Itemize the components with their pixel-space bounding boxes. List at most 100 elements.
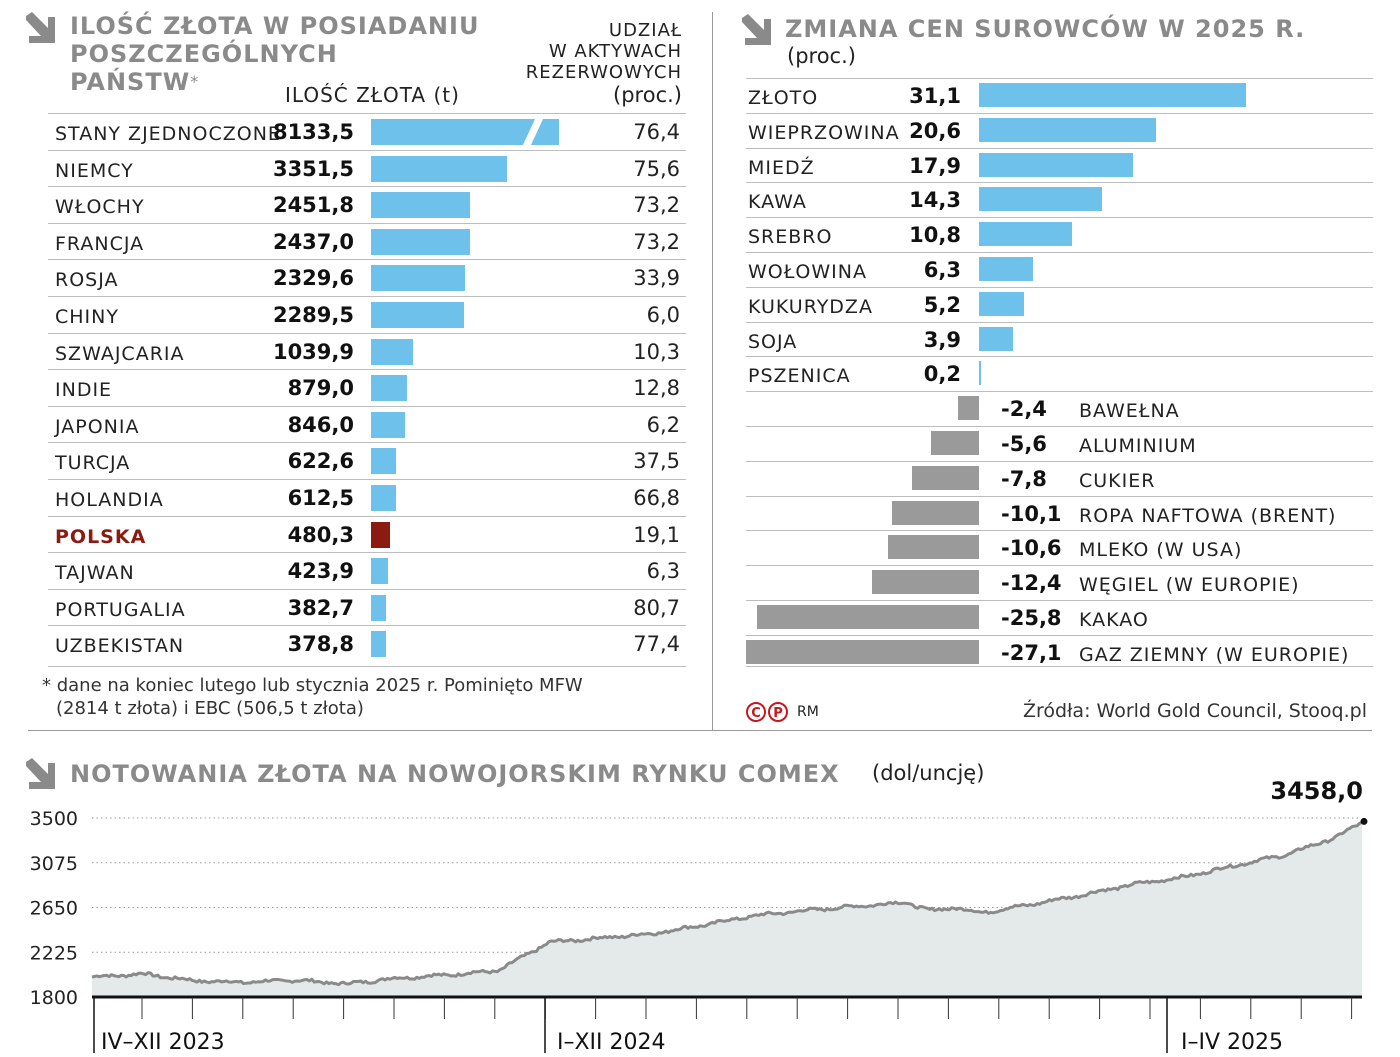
gold-amount-bar — [371, 521, 391, 548]
commodities-unit: (proc.) — [787, 44, 856, 68]
gold-amount: 382,7 — [287, 595, 354, 620]
gold-amount: 1039,9 — [272, 339, 354, 364]
commodity-change: -12,4 — [1001, 571, 1062, 596]
y-tick-label: 1800 — [30, 987, 78, 1009]
gold-amount: 2437,0 — [272, 229, 354, 254]
commodity-bar — [930, 431, 979, 455]
sources-label: Źródła: World Gold Council, Stooq.pl — [1022, 700, 1367, 722]
commodity-row: GAZ ZIEMNY (W EUROPIE) -27,1 — [745, 634, 1373, 670]
period-label: I–XII 2024 — [557, 1030, 666, 1055]
commodity-row: CUKIER -7,8 — [746, 460, 1373, 496]
commodity-bar — [757, 605, 979, 629]
gold-amount: 8133,5 — [272, 120, 354, 144]
commodity-bar — [979, 361, 981, 386]
commodity-bar — [745, 639, 979, 664]
gold-amount: 846,0 — [287, 412, 354, 437]
reserve-share: 10,3 — [633, 339, 680, 364]
commodities-title: ZMIANA CEN SUROWCÓW W 2025 R. — [785, 15, 1306, 43]
commodity-name: KAKAO — [1079, 609, 1149, 631]
gold-amount: 2451,8 — [272, 193, 354, 218]
last-value-label: 3458,0 — [1270, 777, 1363, 805]
title-line-3: PAŃSTW* — [70, 68, 200, 96]
axis-break-mark — [522, 117, 544, 147]
commodity-change: 0,2 — [923, 362, 961, 387]
commodity-bar — [979, 291, 1024, 316]
commodity-bar — [979, 187, 1102, 212]
country-name: ROSJA — [55, 269, 119, 292]
table-row: UZBEKISTAN 378,8 77,4 — [48, 625, 686, 662]
gold-amount-bar — [371, 448, 397, 475]
country-name: NIEMCY — [55, 159, 134, 182]
gold-amount: 480,3 — [287, 522, 354, 547]
commodity-change: -10,6 — [1001, 536, 1062, 561]
gold-amount-bar — [371, 155, 507, 182]
panel-divider — [712, 12, 713, 730]
commodity-name: MLEKO (W USA) — [1079, 539, 1243, 562]
country-name: PORTUGALIA — [55, 598, 186, 621]
commodity-row: WĘGIEL (W EUROPIE) -12,4 — [746, 565, 1373, 600]
reserve-share: 75,6 — [633, 156, 680, 181]
table-bottom-line — [48, 666, 686, 667]
y-tick-label: 2225 — [30, 942, 78, 964]
gold-holdings-title: ILOŚĆ ZŁOTA W POSIADANIU POSZCZEGÓLNYCH … — [70, 12, 479, 96]
gold-amount-bar — [371, 485, 396, 511]
country-name: UZBEKISTAN — [55, 635, 185, 658]
commodity-name: KUKURYDZA — [748, 295, 873, 318]
share-header-line-2: W AKTYWACH — [548, 41, 682, 62]
commodity-name: ROPA NAFTOWA (BRENT) — [1079, 504, 1337, 527]
country-name: TAJWAN — [55, 562, 135, 585]
commodity-name: BAWEŁNA — [1079, 400, 1180, 423]
gold-amount-bar — [371, 338, 414, 365]
copyright-mark: C P — [746, 701, 790, 727]
table-row: PORTUGALIA 382,7 80,7 — [48, 588, 686, 626]
table-row: FRANCJA 2437,0 73,2 — [48, 222, 686, 260]
commodity-bar — [979, 326, 1013, 351]
gold-amount-bar — [371, 558, 389, 585]
y-tick-label: 3075 — [30, 853, 78, 875]
reserve-share: 37,5 — [633, 449, 680, 474]
table-row: JAPONIA 846,0 6,2 — [48, 405, 686, 443]
country-name: FRANCJA — [55, 232, 145, 255]
commodity-change: -10,1 — [1001, 501, 1062, 526]
share-header-line-4: (proc.) — [613, 83, 682, 107]
table-row: TAJWAN 423,9 6,3 — [48, 552, 686, 589]
share-header-line-1: UDZIAŁ — [608, 20, 682, 41]
commodity-bar — [979, 152, 1133, 177]
commodity-bar — [958, 396, 979, 421]
price-area — [92, 822, 1362, 997]
commodity-change: 14,3 — [909, 188, 961, 213]
price-line — [91, 820, 1363, 987]
country-name: INDIE — [55, 379, 113, 402]
gold-amount: 378,8 — [287, 632, 354, 657]
reserve-share: 19,1 — [633, 522, 680, 547]
commodity-name: ZŁOTO — [748, 87, 819, 109]
arrow-down-right-icon — [26, 12, 55, 43]
commodity-change: -7,8 — [1001, 466, 1047, 491]
last-value-dot — [1360, 817, 1368, 825]
commodity-bar — [979, 222, 1072, 247]
commodity-name: PSZENICA — [748, 365, 851, 388]
commodity-change: 3,9 — [923, 327, 961, 352]
commodity-row: PSZENICA 0,2 — [746, 356, 1373, 391]
commodity-bar — [887, 535, 979, 560]
copyright-icon: C P — [746, 702, 788, 722]
table-row: HOLANDIA 612,5 66,8 — [48, 479, 686, 516]
commodity-bar — [892, 500, 979, 525]
svg-text:C: C — [751, 706, 761, 721]
gold-amount-bar — [371, 192, 471, 219]
column-header-share: UDZIAŁ W AKTYWACH REZERWOWYCH (proc.) — [442, 20, 682, 106]
commodity-row: WOŁOWINA 6,3 — [746, 252, 1373, 287]
comex-chart-title: NOTOWANIA ZŁOTA NA NOWOJORSKIM RYNKU COM… — [70, 760, 840, 788]
gold-amount-bar — [371, 375, 407, 402]
commodity-row: BAWEŁNA -2,4 — [746, 391, 1373, 426]
commodity-bar — [979, 257, 1034, 281]
country-name: TURCJA — [55, 452, 131, 475]
commodity-row: KUKURYDZA 5,2 — [746, 286, 1373, 322]
table-row: SZWAJCARIA 1039,9 10,3 — [48, 332, 686, 370]
commodity-bar — [911, 465, 979, 490]
comex-chart-unit: (dol/uncję) — [872, 761, 985, 785]
table-row: CHINY 2289,5 6,0 — [48, 296, 686, 333]
commodity-name: SOJA — [748, 330, 798, 353]
commodity-row: MIEDŹ 17,9 — [746, 147, 1373, 183]
table-row: NIEMCY 3351,5 75,6 — [48, 149, 686, 187]
